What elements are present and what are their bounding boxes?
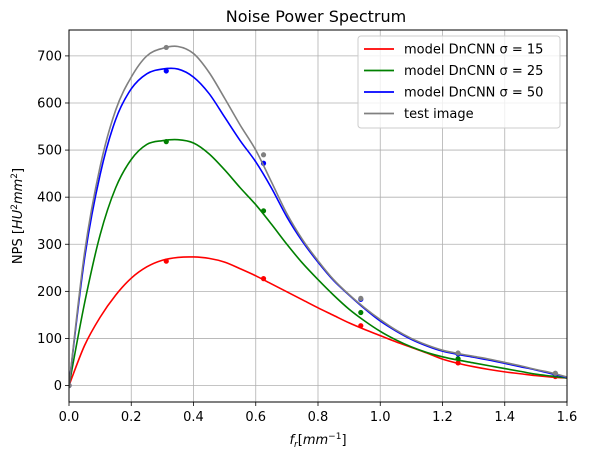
series-4 bbox=[69, 44, 567, 389]
y-tick-label: 300 bbox=[37, 238, 62, 253]
data-point bbox=[163, 139, 169, 145]
legend-label: model DnCNN σ = 50 bbox=[404, 86, 543, 101]
series-line bbox=[69, 256, 567, 386]
data-point bbox=[260, 152, 267, 158]
x-axis-label: fr[mm−1] bbox=[289, 432, 346, 450]
x-tick-label: 0.0 bbox=[59, 410, 80, 425]
data-point bbox=[552, 370, 558, 376]
data-point bbox=[163, 68, 169, 74]
x-tick-label: 1.6 bbox=[557, 410, 578, 425]
x-tick-label: 0.6 bbox=[245, 410, 266, 425]
x-tick-label: 0.4 bbox=[183, 410, 204, 425]
x-tick-label: 0.8 bbox=[308, 410, 329, 425]
data-point bbox=[69, 382, 72, 389]
data-point bbox=[455, 350, 461, 356]
legend-items: model DnCNN σ = 15 model DnCNN σ = 25 mode… bbox=[364, 43, 543, 122]
x-tick-label: 1.4 bbox=[494, 410, 515, 425]
series-line bbox=[69, 67, 567, 386]
x-tick-label: 1.2 bbox=[432, 410, 453, 425]
series-2 bbox=[69, 138, 567, 389]
series-1 bbox=[69, 256, 567, 389]
data-point bbox=[358, 309, 364, 316]
data-point bbox=[260, 208, 267, 214]
y-tick-label: 100 bbox=[37, 332, 62, 347]
chart-title: Noise Power Spectrum bbox=[226, 7, 406, 26]
y-tick-label: 700 bbox=[37, 49, 62, 64]
x-tick-label: 0.2 bbox=[121, 410, 142, 425]
data-point bbox=[358, 323, 364, 329]
legend: model DnCNN σ = 15 model DnCNN σ = 25 mode… bbox=[357, 35, 561, 129]
y-tick-label: 0 bbox=[54, 379, 62, 394]
data-point bbox=[260, 276, 267, 282]
y-tick-label: 600 bbox=[37, 96, 62, 111]
y-tick-label: 200 bbox=[37, 285, 62, 300]
data-point bbox=[455, 356, 461, 362]
legend-label: test image bbox=[404, 107, 474, 122]
legend-label: model DnCNN σ = 25 bbox=[404, 64, 543, 79]
legend-label: model DnCNN σ = 15 bbox=[404, 43, 543, 58]
legend-box bbox=[357, 35, 561, 129]
data-point bbox=[163, 44, 169, 51]
data-point bbox=[163, 258, 169, 264]
series-line bbox=[69, 45, 567, 386]
series-layer bbox=[69, 44, 567, 389]
ticks: 0.0 0.2 0.4 0.6 0.8 1.0 1.2 1.4 1.6 0 100 200 300 400… bbox=[37, 49, 577, 425]
y-axis-label: NPS [HU2mm2] bbox=[10, 168, 26, 264]
y-tick-label: 400 bbox=[37, 191, 62, 206]
series-line bbox=[69, 138, 567, 386]
x-tick-label: 1.0 bbox=[370, 410, 391, 425]
data-point bbox=[455, 360, 461, 366]
y-tick-label: 500 bbox=[37, 144, 62, 159]
data-point bbox=[358, 295, 364, 302]
